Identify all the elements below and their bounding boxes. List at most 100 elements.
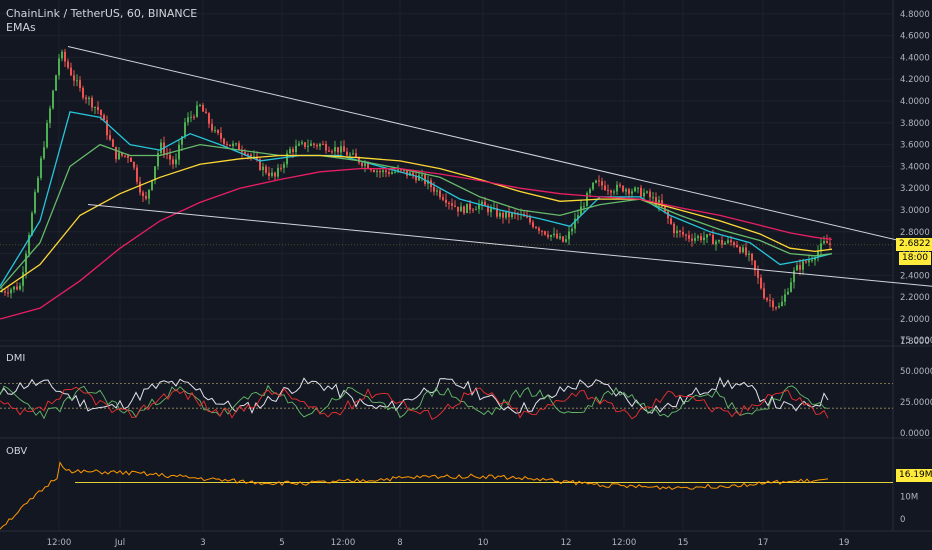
x-tick-label: 12:00 [612, 538, 637, 548]
candle-body [649, 191, 651, 198]
candle-body [754, 260, 756, 271]
candle-body [670, 218, 672, 224]
candle-body [199, 104, 201, 106]
candle-body [580, 206, 582, 216]
candle-body [490, 208, 492, 213]
candle-body [646, 191, 648, 193]
candle-body [700, 236, 702, 241]
candle-body [454, 205, 456, 207]
candle-body [124, 155, 126, 157]
candle-body [175, 159, 177, 165]
candle-body [112, 139, 114, 147]
candle-body [463, 206, 465, 214]
candle-body [343, 146, 345, 152]
candle-body [727, 240, 729, 243]
candle-body [1, 291, 3, 293]
candle-body [235, 143, 237, 145]
candle-body [541, 230, 543, 232]
candle-body [364, 163, 366, 166]
candle-body [229, 144, 231, 147]
candle-body [196, 105, 198, 117]
candle-body [781, 301, 783, 307]
candle-body [775, 307, 777, 309]
candle-body [142, 192, 144, 196]
candle-body [382, 170, 384, 173]
candle-body [28, 235, 30, 254]
y-tick-label: 4.8000 [900, 10, 930, 20]
candle-body [823, 241, 825, 244]
candle-body [370, 168, 372, 171]
candle-body [100, 110, 102, 116]
candle-body [418, 175, 420, 181]
candle-body [778, 306, 780, 308]
candle-body [619, 184, 621, 186]
candle-body [283, 164, 285, 168]
candle-body [484, 201, 486, 206]
candle-body [394, 171, 396, 173]
candle-body [637, 187, 639, 189]
candle-body [61, 51, 63, 59]
candle-body [103, 115, 105, 121]
candle-body [292, 149, 294, 153]
candle-body [211, 123, 213, 131]
candle-body [613, 191, 615, 193]
candle-body [7, 292, 9, 294]
candle-body [271, 172, 273, 176]
candle-body [433, 187, 435, 192]
candle-body [721, 240, 723, 245]
candle-body [436, 190, 438, 192]
dmi-tick-label: 25.0000 [900, 398, 932, 408]
candle-body [187, 117, 189, 123]
candle-body [70, 67, 72, 76]
candle-body [748, 253, 750, 255]
di-plus-line [0, 384, 829, 420]
x-tick-label: 8 [397, 538, 402, 548]
candle-body [259, 159, 261, 171]
candle-body [91, 97, 93, 108]
price-badge: 2.6822 [896, 238, 932, 251]
candle-body [148, 189, 150, 199]
candle-body [139, 181, 141, 193]
candle-body [442, 197, 444, 200]
candle-body [367, 163, 369, 169]
y-tick-label: 3.4000 [900, 162, 930, 172]
candle-body [760, 277, 762, 289]
candle-body [376, 170, 378, 172]
candle-body [655, 197, 657, 206]
candle-body [475, 209, 477, 211]
candle-body [361, 162, 363, 166]
candle-body [157, 153, 159, 167]
y-tick-label: 3.8000 [900, 119, 930, 129]
dmi-tick-label: 75.0000 [900, 336, 932, 346]
candle-body [244, 152, 246, 155]
candle-body [673, 223, 675, 234]
candle-body [97, 106, 99, 111]
y-tick-label: 4.6000 [900, 32, 930, 42]
candle-body [373, 170, 375, 172]
ema-line-4 [0, 167, 833, 320]
dmi-pane-label: DMI [6, 353, 26, 364]
ema-line-2 [0, 143, 833, 289]
candle-body [697, 236, 699, 239]
candle-body [724, 242, 726, 245]
candle-body [574, 218, 576, 229]
candle-body [178, 144, 180, 160]
obv-tick-label: 0 [900, 515, 905, 525]
candle-body [412, 172, 414, 176]
candle-body [301, 142, 303, 144]
candle-body [403, 170, 405, 172]
candle-body [448, 202, 450, 204]
candle-body [358, 157, 360, 163]
candle-body [130, 157, 132, 162]
dmi-tick-label: 50.0000 [900, 367, 932, 377]
candle-body [223, 138, 225, 144]
candle-body [349, 154, 351, 156]
candle-body [79, 80, 81, 88]
candle-body [772, 300, 774, 308]
candle-body [589, 189, 591, 194]
candle-body [40, 158, 42, 178]
candle-body [265, 166, 267, 173]
candle-body [190, 116, 192, 118]
candle-body [226, 143, 228, 145]
